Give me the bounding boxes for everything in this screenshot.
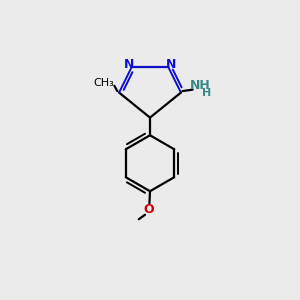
Text: CH₃: CH₃ bbox=[93, 78, 114, 88]
Text: O: O bbox=[143, 203, 154, 216]
Text: N: N bbox=[165, 58, 176, 70]
Text: N: N bbox=[124, 58, 135, 70]
Text: H: H bbox=[202, 88, 211, 98]
Text: NH: NH bbox=[190, 79, 210, 92]
